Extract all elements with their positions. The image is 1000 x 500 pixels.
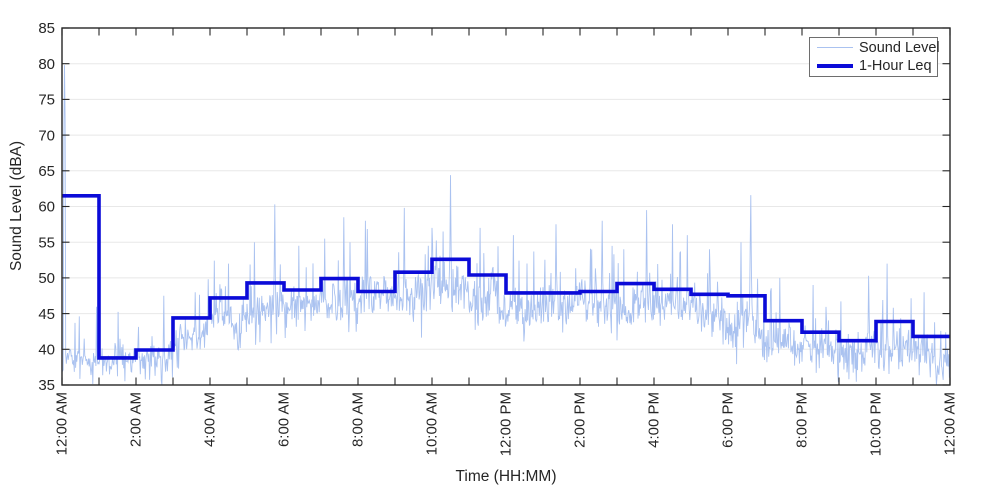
legend-label-leq: 1-Hour Leq	[859, 58, 932, 75]
legend-entry-leq: 1-Hour Leq	[810, 57, 937, 75]
plot-box	[61, 27, 951, 386]
leq-series-line	[62, 194, 950, 360]
x-axis-label: Time (HH:MM)	[455, 468, 556, 485]
x-tick-label-8: 4:00 PM	[646, 392, 663, 448]
legend-label-sound-level: Sound Level	[859, 39, 940, 56]
legend-entry-sound-level: Sound Level	[810, 39, 940, 57]
x-tick-label-0: 12:00 AM	[54, 392, 71, 455]
x-tick-label-5: 10:00 AM	[424, 392, 441, 455]
x-tick-label-2: 4:00 AM	[202, 392, 219, 447]
y-tick-label-80: 80	[38, 56, 55, 73]
y-tick-label-65: 65	[38, 163, 55, 180]
x-tick-label-12: 12:00 AM	[942, 392, 959, 455]
x-tick-label-3: 6:00 AM	[276, 392, 293, 447]
y-tick-label-85: 85	[38, 20, 55, 37]
x-tick-label-10: 8:00 PM	[794, 392, 811, 448]
y-tick-label-60: 60	[38, 199, 55, 216]
y-tick-label-40: 40	[38, 342, 55, 359]
x-tick-label-1: 2:00 AM	[128, 392, 145, 447]
x-tick-label-11: 10:00 PM	[868, 392, 885, 456]
y-tick-labels: 35 40 45 50 55 60 65 70 75 80 85	[38, 20, 55, 394]
x-tick-label-7: 2:00 PM	[572, 392, 589, 448]
leq-line-sample-icon	[817, 64, 853, 69]
y-tick-label-35: 35	[38, 377, 55, 394]
x-tick-label-4: 8:00 AM	[350, 392, 367, 447]
sound-level-trace	[61, 65, 951, 385]
legend: Sound Level 1-Hour Leq	[809, 37, 940, 77]
x-tick-label-6: 12:00 PM	[498, 392, 515, 456]
y-tick-label-55: 55	[38, 234, 55, 251]
leq-stair-trace	[62, 194, 950, 360]
sound-level-series-line	[61, 65, 951, 385]
y-tick-label-75: 75	[38, 92, 55, 109]
y-tick-label-45: 45	[38, 306, 55, 323]
x-tick-label-9: 6:00 PM	[720, 392, 737, 448]
y-tick-label-70: 70	[38, 127, 55, 144]
sound-level-line-sample-icon	[817, 46, 853, 49]
x-tick-labels: 12:00 AM 2:00 AM 4:00 AM 6:00 AM 8:00 AM 10:0…	[54, 392, 959, 456]
y-axis-label: Sound Level (dBA)	[8, 141, 25, 271]
y-tick-label-50: 50	[38, 270, 55, 287]
